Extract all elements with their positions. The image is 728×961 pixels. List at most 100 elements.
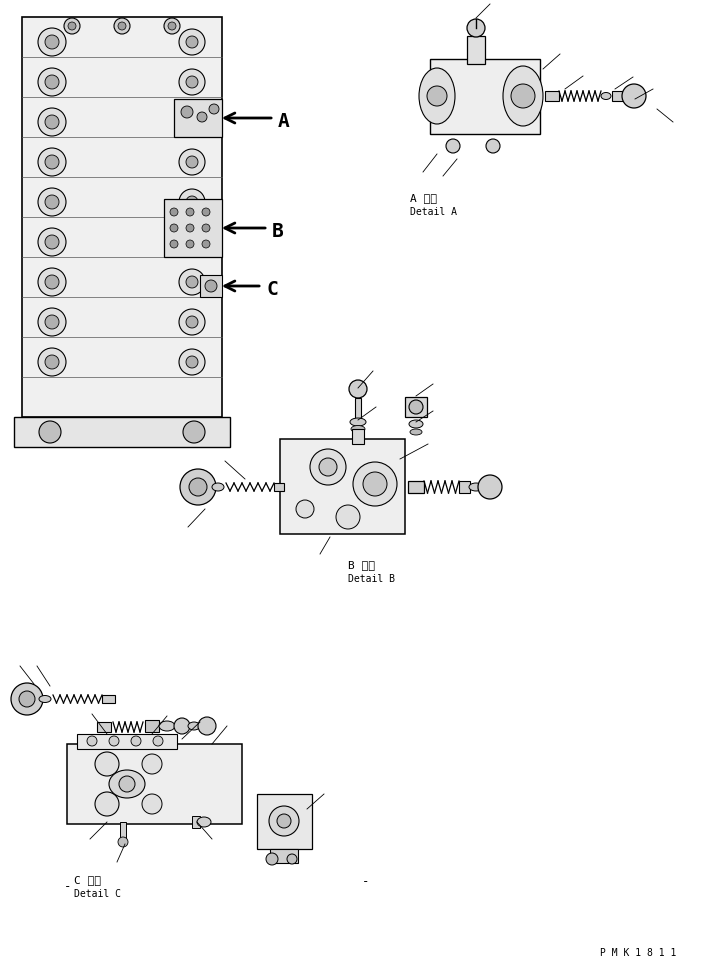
Bar [102, 695, 115, 703]
Circle shape [186, 236, 198, 249]
Circle shape [142, 794, 162, 814]
Bar [612, 92, 625, 102]
Bar [164, 200, 222, 258]
Circle shape [202, 209, 210, 217]
Circle shape [109, 736, 119, 747]
Circle shape [45, 235, 59, 250]
Text: Detail C: Detail C [74, 888, 121, 899]
Circle shape [186, 77, 198, 89]
Circle shape [363, 473, 387, 497]
Circle shape [38, 149, 66, 177]
Circle shape [349, 381, 367, 399]
Circle shape [38, 308, 66, 336]
Circle shape [353, 462, 397, 506]
Text: B 詳細: B 詳細 [348, 559, 375, 570]
Circle shape [266, 853, 278, 865]
Text: -: - [64, 879, 71, 892]
Bar [355, 399, 361, 421]
Circle shape [197, 112, 207, 123]
Circle shape [95, 752, 119, 776]
Text: C 詳細: C 詳細 [74, 875, 101, 884]
Ellipse shape [39, 696, 51, 702]
Circle shape [198, 717, 216, 735]
Circle shape [186, 117, 198, 129]
Ellipse shape [409, 421, 423, 429]
Circle shape [180, 470, 216, 505]
Bar [270, 850, 298, 863]
Bar [77, 734, 177, 750]
Ellipse shape [419, 69, 455, 125]
Circle shape [179, 190, 205, 216]
Circle shape [131, 736, 141, 747]
Circle shape [202, 241, 210, 249]
Circle shape [189, 479, 207, 497]
Ellipse shape [601, 93, 611, 100]
Bar [14, 418, 230, 448]
Circle shape [179, 30, 205, 56]
Circle shape [87, 736, 97, 747]
Ellipse shape [159, 722, 175, 731]
Circle shape [38, 269, 66, 297]
Circle shape [310, 450, 346, 485]
Circle shape [179, 70, 205, 96]
Circle shape [38, 349, 66, 377]
Circle shape [186, 225, 194, 233]
Circle shape [296, 501, 314, 519]
Circle shape [486, 140, 500, 154]
Circle shape [45, 356, 59, 370]
Circle shape [170, 225, 178, 233]
Circle shape [64, 19, 80, 35]
Ellipse shape [503, 67, 543, 127]
Circle shape [186, 197, 198, 209]
Ellipse shape [197, 817, 211, 827]
Ellipse shape [469, 483, 483, 491]
Ellipse shape [109, 770, 145, 799]
Circle shape [269, 806, 299, 836]
Circle shape [179, 309, 205, 335]
Text: A: A [278, 111, 290, 131]
Circle shape [179, 270, 205, 296]
Ellipse shape [410, 430, 422, 435]
Bar [145, 720, 159, 732]
Circle shape [170, 241, 178, 249]
Circle shape [277, 814, 291, 828]
Bar [192, 816, 200, 828]
Circle shape [45, 276, 59, 289]
Circle shape [186, 241, 194, 249]
Circle shape [186, 37, 198, 49]
Circle shape [202, 225, 210, 233]
Bar [459, 481, 470, 494]
Circle shape [409, 401, 423, 414]
Circle shape [142, 754, 162, 775]
Circle shape [38, 69, 66, 97]
Circle shape [19, 691, 35, 707]
Circle shape [118, 837, 128, 847]
Circle shape [179, 150, 205, 176]
Circle shape [287, 854, 297, 864]
Circle shape [38, 29, 66, 57]
Bar [408, 481, 424, 494]
Circle shape [622, 85, 646, 109]
Circle shape [186, 209, 194, 217]
Circle shape [45, 76, 59, 90]
Circle shape [68, 23, 76, 31]
Circle shape [183, 422, 205, 444]
Circle shape [114, 19, 130, 35]
Circle shape [45, 315, 59, 330]
Bar [257, 794, 312, 850]
Circle shape [45, 116, 59, 130]
Circle shape [179, 110, 205, 136]
Circle shape [45, 196, 59, 209]
Circle shape [119, 776, 135, 792]
Bar [274, 483, 284, 491]
Circle shape [39, 422, 61, 444]
Circle shape [179, 230, 205, 256]
Circle shape [45, 36, 59, 50]
Circle shape [186, 357, 198, 369]
Bar [174, 100, 222, 137]
Ellipse shape [351, 426, 365, 433]
Bar [22, 18, 222, 418]
Text: B: B [272, 222, 284, 241]
Circle shape [336, 505, 360, 530]
Circle shape [164, 19, 180, 35]
